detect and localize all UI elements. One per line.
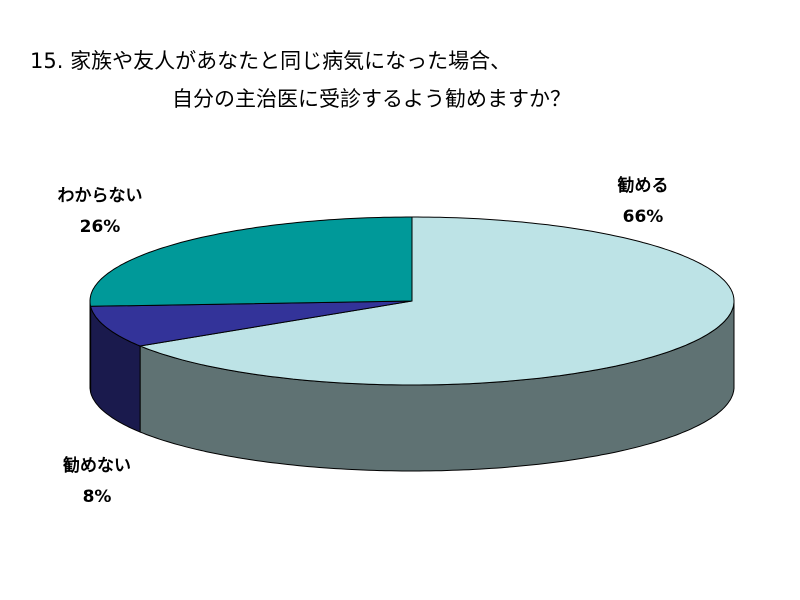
slice-label: 勧めない bbox=[63, 455, 131, 476]
chart-title: 15. 家族や友人があなたと同じ病気になった場合、 bbox=[30, 49, 511, 73]
slice-side bbox=[89, 301, 92, 393]
slice bbox=[138, 216, 735, 386]
slice-value-label: 8% bbox=[83, 487, 112, 507]
slice-label: わからない bbox=[58, 186, 143, 206]
slice-value-label: 66% bbox=[623, 207, 664, 227]
slice bbox=[89, 216, 413, 307]
chart-title: 自分の主治医に受診するよう勧めますか？ bbox=[172, 87, 571, 111]
slice bbox=[89, 300, 413, 347]
slice-label: 勧める bbox=[618, 175, 669, 196]
slice-value-label: 26% bbox=[80, 217, 121, 237]
